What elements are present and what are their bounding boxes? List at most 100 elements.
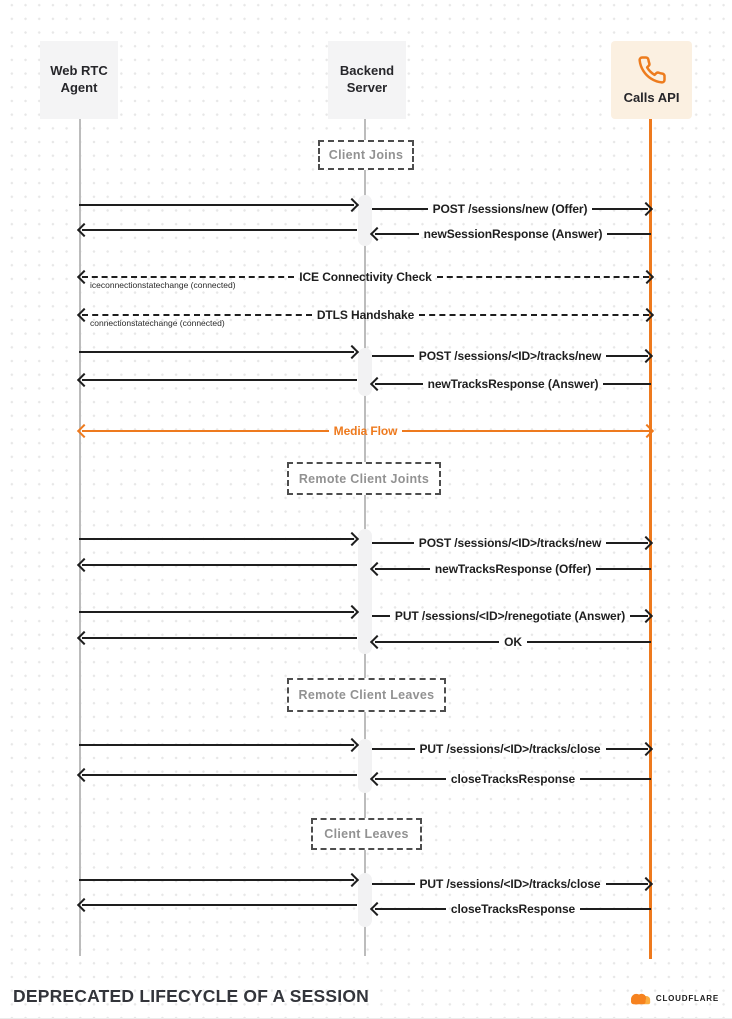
arrowhead-right — [344, 531, 360, 547]
arrow-line — [372, 748, 415, 750]
arrow-line — [605, 883, 648, 885]
lifeline-web-rtc-agent — [79, 119, 81, 956]
arrow-line — [82, 229, 357, 231]
message-label: ICE Connectivity Check — [299, 270, 432, 284]
arrowhead-right — [638, 348, 654, 364]
arrow-line — [436, 276, 650, 278]
message-label: closeTracksResponse — [450, 772, 576, 786]
arrowhead-left — [76, 269, 92, 285]
arrow-line — [580, 778, 652, 780]
lifeline-calls-api — [649, 119, 652, 959]
arrowhead-right — [344, 197, 360, 213]
message-label: DTLS Handshake — [316, 308, 415, 322]
phase-remote-client-joins: Remote Client Joints — [287, 462, 441, 495]
arrowhead-right — [638, 201, 654, 217]
arrow-line — [580, 908, 652, 910]
arrow-line — [526, 641, 651, 643]
relay-arrow — [79, 197, 360, 213]
arrowhead-right — [344, 344, 360, 360]
relay-arrow — [76, 222, 357, 238]
arrow-line — [79, 351, 354, 353]
arrow-line — [372, 615, 390, 617]
arrowhead-left — [76, 897, 92, 913]
diagram-title: DEPRECATED LIFECYCLE OF A SESSION — [13, 986, 369, 1006]
arrow-line — [375, 383, 423, 385]
message-row: closeTracksResponse — [369, 771, 652, 787]
arrowhead-left — [369, 901, 385, 917]
arrow-line — [82, 904, 357, 906]
message-row: Media Flow — [76, 423, 655, 439]
arrowhead-left — [76, 767, 92, 783]
arrow-line — [82, 430, 329, 432]
cloudflare-cloud-icon — [627, 991, 653, 1006]
arrowhead-right — [344, 604, 360, 620]
activation-bar — [358, 873, 372, 927]
arrow-line — [372, 883, 415, 885]
relay-arrow — [79, 604, 360, 620]
actor-web-rtc-agent: Web RTC Agent — [40, 41, 118, 119]
cloudflare-logo: CLOUDFLARE — [627, 991, 719, 1006]
arrowhead-right — [639, 269, 655, 285]
arrow-line — [79, 744, 354, 746]
phone-icon — [637, 55, 667, 85]
message-label: PUT /sessions/<ID>/renegotiate (Answer) — [394, 609, 626, 623]
actor-label: Web RTC Agent — [50, 63, 108, 95]
message-label: newSessionResponse (Answer) — [423, 227, 603, 241]
relay-arrow — [76, 630, 357, 646]
message-label: newTracksResponse (Offer) — [434, 562, 592, 576]
message-row: newSessionResponse (Answer) — [369, 226, 651, 242]
arrow-line — [375, 778, 446, 780]
arrow-line — [79, 204, 354, 206]
message-label: closeTracksResponse — [450, 902, 576, 916]
arrow-line — [82, 276, 295, 278]
phase-remote-client-leaves: Remote Client Leaves — [287, 678, 446, 712]
arrowhead-left — [369, 771, 385, 787]
relay-arrow — [79, 344, 360, 360]
actor-calls-api: Calls API — [611, 41, 692, 119]
arrow-line — [82, 564, 357, 566]
message-label: POST /sessions/<ID>/tracks/new — [418, 349, 602, 363]
arrow-line — [79, 611, 354, 613]
arrowhead-right — [639, 307, 655, 323]
arrow-line — [79, 538, 354, 540]
message-row: PUT /sessions/<ID>/tracks/close — [372, 876, 654, 892]
arrow-line — [82, 637, 357, 639]
arrow-line — [372, 355, 414, 357]
message-row: POST /sessions/<ID>/tracks/new — [372, 535, 654, 551]
arrow-line — [375, 908, 446, 910]
message-label: POST /sessions/new (Offer) — [432, 202, 588, 216]
arrow-line — [402, 430, 650, 432]
arrow-line — [592, 208, 648, 210]
message-label: newTracksResponse (Answer) — [427, 377, 599, 391]
relay-arrow — [76, 897, 357, 913]
arrowhead-left — [76, 557, 92, 573]
activation-bar — [358, 529, 372, 654]
arrowhead-right — [638, 741, 654, 757]
arrowhead-right — [638, 876, 654, 892]
actor-backend-server: Backend Server — [328, 41, 406, 119]
message-row: PUT /sessions/<ID>/tracks/close — [372, 741, 654, 757]
activation-bar — [358, 739, 372, 793]
arrow-line — [419, 314, 650, 316]
message-row: closeTracksResponse — [369, 901, 652, 917]
arrowhead-right — [344, 737, 360, 753]
message-row: POST /sessions/<ID>/tracks/new — [372, 348, 654, 364]
relay-arrow — [76, 767, 357, 783]
arrowhead-left — [76, 222, 92, 238]
actor-label: Backend Server — [339, 63, 395, 95]
actor-label: Calls API — [623, 90, 680, 106]
relay-arrow — [76, 372, 357, 388]
message-row: DTLS Handshake — [76, 307, 655, 323]
arrowhead-left — [76, 630, 92, 646]
arrow-line — [375, 233, 419, 235]
message-row: newTracksResponse (Answer) — [369, 376, 652, 392]
activation-bar — [358, 348, 372, 396]
arrow-line — [82, 774, 357, 776]
arrow-line — [82, 379, 357, 381]
arrowhead-left — [369, 561, 385, 577]
message-label: POST /sessions/<ID>/tracks/new — [418, 536, 602, 550]
message-row: PUT /sessions/<ID>/renegotiate (Answer) — [372, 608, 654, 624]
arrow-line — [596, 568, 652, 570]
arrowhead-left — [369, 226, 385, 242]
arrow-line — [375, 641, 500, 643]
